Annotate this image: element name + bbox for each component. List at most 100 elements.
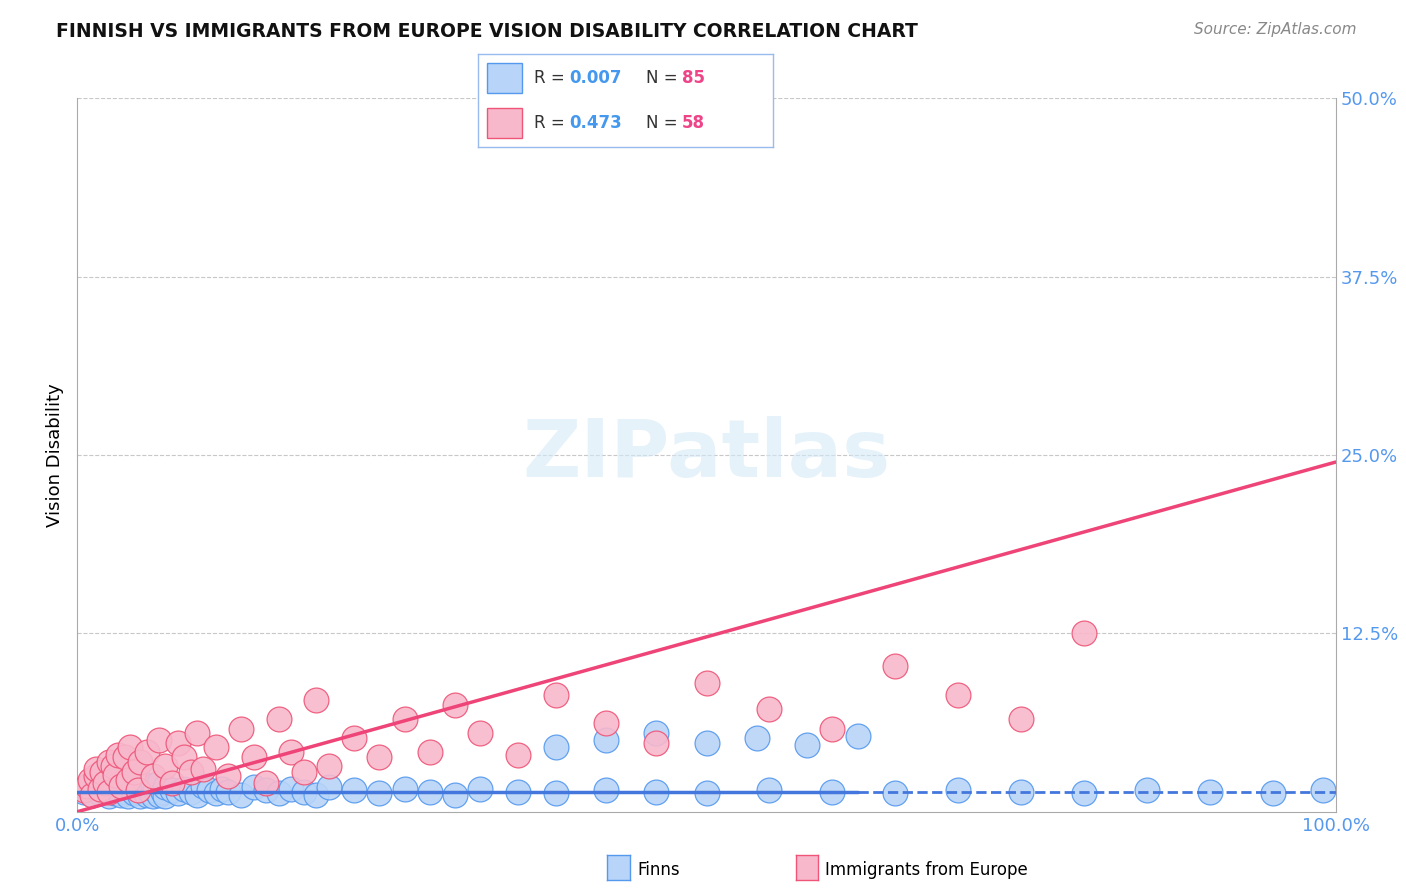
- Point: [368, 786, 391, 800]
- Point: [155, 780, 177, 795]
- Point: [544, 740, 567, 755]
- Point: [180, 785, 202, 799]
- Point: [84, 776, 107, 790]
- Point: [114, 785, 136, 799]
- Point: [217, 769, 239, 783]
- Point: [267, 786, 290, 800]
- Point: [173, 781, 195, 796]
- Point: [468, 781, 491, 796]
- Point: [148, 733, 170, 747]
- Point: [242, 750, 264, 764]
- Point: [110, 779, 132, 793]
- Point: [167, 736, 190, 750]
- Point: [217, 785, 239, 799]
- Point: [160, 776, 183, 790]
- Text: Source: ZipAtlas.com: Source: ZipAtlas.com: [1194, 22, 1357, 37]
- Point: [343, 731, 366, 745]
- Point: [292, 764, 315, 779]
- Point: [948, 688, 970, 702]
- FancyBboxPatch shape: [486, 63, 523, 93]
- Point: [117, 778, 139, 792]
- Point: [82, 788, 104, 802]
- Point: [419, 785, 441, 799]
- Point: [696, 676, 718, 690]
- Point: [1073, 626, 1095, 640]
- Point: [84, 769, 107, 783]
- Point: [191, 779, 215, 793]
- Point: [1073, 786, 1095, 800]
- Text: ZIPatlas: ZIPatlas: [523, 416, 890, 494]
- Point: [506, 785, 529, 799]
- Point: [1199, 785, 1222, 799]
- Point: [645, 736, 668, 750]
- Point: [110, 779, 132, 793]
- Y-axis label: Vision Disability: Vision Disability: [46, 383, 65, 527]
- Point: [1010, 785, 1032, 799]
- Point: [1136, 783, 1159, 797]
- Point: [758, 702, 780, 716]
- Point: [76, 779, 98, 793]
- Point: [152, 785, 174, 799]
- Point: [142, 769, 165, 783]
- Point: [645, 785, 668, 799]
- Point: [758, 783, 780, 797]
- Point: [368, 750, 391, 764]
- Point: [117, 773, 139, 788]
- Point: [148, 776, 170, 790]
- Text: Immigrants from Europe: Immigrants from Europe: [825, 861, 1028, 879]
- Text: 58: 58: [682, 114, 704, 132]
- Point: [186, 788, 208, 802]
- Point: [173, 750, 195, 764]
- Point: [135, 778, 157, 792]
- Text: N =: N =: [647, 114, 683, 132]
- Point: [242, 780, 264, 795]
- Point: [127, 783, 149, 797]
- Point: [76, 781, 98, 796]
- Point: [84, 762, 107, 776]
- Point: [280, 745, 302, 759]
- Point: [254, 783, 277, 797]
- FancyBboxPatch shape: [486, 108, 523, 138]
- Point: [1312, 783, 1334, 797]
- Point: [419, 745, 441, 759]
- Point: [101, 781, 124, 796]
- Point: [101, 759, 124, 773]
- Point: [97, 778, 120, 792]
- Text: N =: N =: [647, 69, 683, 87]
- Point: [142, 789, 165, 803]
- Point: [122, 764, 145, 779]
- Point: [107, 783, 129, 797]
- Point: [318, 759, 340, 773]
- Point: [114, 750, 136, 764]
- Text: 0.007: 0.007: [569, 69, 621, 87]
- Point: [97, 755, 120, 769]
- Point: [139, 785, 162, 799]
- Point: [846, 729, 869, 743]
- Point: [97, 785, 120, 799]
- Point: [229, 788, 252, 802]
- Point: [129, 789, 152, 803]
- Point: [91, 773, 114, 788]
- Point: [94, 785, 117, 799]
- Point: [104, 786, 127, 800]
- Text: R =: R =: [534, 69, 571, 87]
- Point: [305, 693, 328, 707]
- Point: [305, 788, 328, 802]
- Point: [143, 783, 166, 797]
- Point: [191, 762, 215, 776]
- Point: [97, 789, 120, 803]
- Point: [72, 785, 94, 799]
- Point: [186, 726, 208, 740]
- Point: [506, 747, 529, 762]
- Point: [91, 764, 114, 779]
- Point: [745, 731, 768, 745]
- Point: [91, 780, 114, 795]
- Point: [120, 781, 142, 796]
- Point: [821, 722, 844, 736]
- Point: [167, 786, 190, 800]
- Point: [135, 788, 157, 802]
- Point: [267, 712, 290, 726]
- Point: [544, 688, 567, 702]
- Point: [645, 726, 668, 740]
- Point: [343, 783, 366, 797]
